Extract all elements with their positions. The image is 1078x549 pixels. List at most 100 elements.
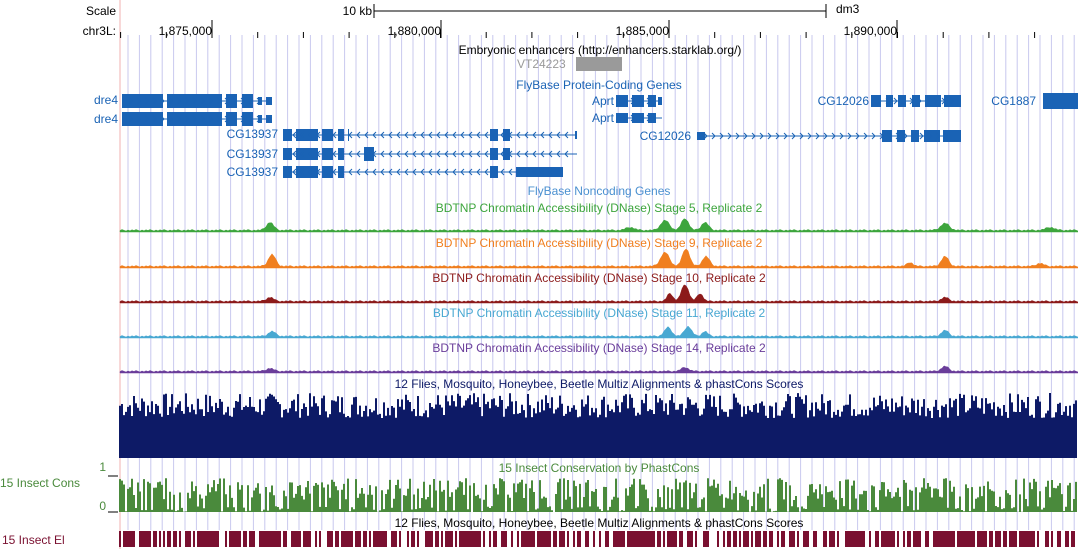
- gene-dre4-strand-arrow: [248, 115, 253, 123]
- enhancer-item-label[interactable]: VT24223: [517, 57, 566, 71]
- gene-cg12026-exon: [925, 95, 941, 107]
- gene-cg13937-exon: [296, 166, 318, 178]
- gene-cg12026-strand-arrow: [703, 132, 708, 140]
- insect-cons-scale-min: 0: [99, 499, 106, 513]
- gene-cg13937-strand-arrow: [412, 131, 417, 139]
- gene-cg13937-strand-arrow: [308, 131, 313, 139]
- gene-cg13937-strand-arrow: [524, 150, 529, 158]
- gene-label-cg12026[interactable]: CG12026: [639, 129, 691, 143]
- gene-cg12026-exon: [697, 132, 705, 140]
- gene-cg13937-exon: [575, 131, 577, 139]
- gene-cg13937-exon: [322, 148, 333, 160]
- gene-cg12026-strand-arrow: [799, 132, 804, 140]
- gene-cg12026-strand-arrow: [933, 97, 938, 105]
- gene-aprt-strand-arrow: [622, 97, 627, 105]
- insect-el-track-title[interactable]: 12 Flies, Mosquito, Honeybee, Beetle Mul…: [394, 516, 804, 530]
- gene-cg13937-strand-arrow: [396, 150, 401, 158]
- gene-dre4-exon: [122, 94, 163, 108]
- gene-cg12026-strand-arrow: [823, 132, 828, 140]
- gene-dre4-strand-arrow: [144, 97, 149, 105]
- gene-cg13937-exon: [503, 129, 510, 141]
- chrom-label: chr3L:: [82, 24, 116, 38]
- gene-dre4-strand-arrow: [192, 97, 197, 105]
- gene-cg12026-exon: [897, 130, 905, 142]
- gene-cg13937-strand-arrow: [476, 131, 481, 139]
- gene-label-cg13937[interactable]: CG13937: [226, 127, 278, 141]
- gene-cg12026-strand-arrow: [719, 132, 724, 140]
- dnase-stage14-title[interactable]: BDTNP Chromatin Accessibility (DNase) St…: [432, 341, 766, 355]
- gene-cg13937-strand-arrow: [532, 150, 537, 158]
- gene-label-cg1887[interactable]: CG1887: [991, 94, 1036, 108]
- gene-cg13937-strand-arrow: [316, 150, 321, 158]
- insect-el-side-label[interactable]: 15 Insect El: [2, 533, 65, 547]
- gene-label-cg13937[interactable]: CG13937: [226, 165, 278, 179]
- gene-dre4-exon: [167, 112, 222, 126]
- protein-coding-track-title[interactable]: FlyBase Protein-Coding Genes: [516, 78, 682, 92]
- gene-dre4-strand-arrow: [128, 97, 133, 105]
- insect-cons-side-label[interactable]: 15 Insect Cons: [0, 476, 81, 490]
- gene-cg12026-exon: [882, 130, 892, 142]
- gene-cg13937-strand-arrow: [316, 131, 321, 139]
- gene-cg12026-strand-arrow: [909, 97, 914, 105]
- gene-cg12026-strand-arrow: [919, 132, 924, 140]
- gene-dre4-strand-arrow: [240, 97, 245, 105]
- dnase-stage11-title[interactable]: BDTNP Chromatin Accessibility (DNase) St…: [432, 306, 766, 320]
- gene-cg12026-strand-arrow: [815, 132, 820, 140]
- gene-aprt-exon: [616, 95, 628, 107]
- gene-cg12026-strand-arrow: [901, 97, 906, 105]
- gene-cg13937-strand-arrow: [460, 131, 465, 139]
- noncoding-track-title[interactable]: FlyBase Noncoding Genes: [527, 184, 671, 198]
- gene-cg13937-strand-arrow: [428, 168, 433, 176]
- gene-cg13937-strand-arrow: [516, 150, 521, 158]
- gene-cg13937-strand-arrow: [396, 168, 401, 176]
- gene-label-aprt[interactable]: Aprt: [591, 94, 614, 108]
- gene-cg13937-strand-arrow: [380, 168, 385, 176]
- gene-cg13937-strand-arrow: [388, 131, 393, 139]
- dnase-stage9-title[interactable]: BDTNP Chromatin Accessibility (DNase) St…: [435, 236, 763, 250]
- gene-cg13937-strand-arrow: [524, 131, 529, 139]
- gene-label-cg13937[interactable]: CG13937: [226, 147, 278, 161]
- gene-label-aprt[interactable]: Aprt: [591, 111, 614, 125]
- gene-cg12026-strand-arrow: [847, 132, 852, 140]
- gene-dre4-strand-arrow: [200, 115, 205, 123]
- dnase-stage9-signal: [119, 248, 1078, 269]
- gene-aprt-strand-arrow: [638, 97, 643, 105]
- multiz-track-title[interactable]: 12 Flies, Mosquito, Honeybee, Beetle Mul…: [394, 377, 804, 391]
- dnase-stage10-title[interactable]: BDTNP Chromatin Accessibility (DNase) St…: [432, 271, 766, 285]
- gene-dre4-strand-arrow: [224, 115, 229, 123]
- gene-label-dre4[interactable]: dre4: [93, 112, 118, 126]
- gene-cg13937-strand-arrow: [292, 150, 297, 158]
- gene-cg13937-strand-arrow: [388, 168, 393, 176]
- gene-aprt-exon: [658, 97, 662, 105]
- gene-cg12026-strand-arrow: [885, 97, 890, 105]
- gene-cg13937-strand-arrow: [340, 131, 345, 139]
- gene-cg12026-strand-arrow: [807, 132, 812, 140]
- dnase-stage5-title[interactable]: BDTNP Chromatin Accessibility (DNase) St…: [435, 201, 763, 215]
- gene-cg13937-strand-arrow: [556, 150, 561, 158]
- dnase-stage14-signal: [119, 365, 1078, 374]
- gene-label-dre4[interactable]: dre4: [93, 93, 118, 107]
- dnase-stage5-signal: [119, 218, 1078, 233]
- gene-cg13937-strand-arrow: [348, 168, 353, 176]
- insect-cons-track-title[interactable]: 15 Insect Conservation by PhastCons: [498, 461, 700, 475]
- gene-cg13937-strand-arrow: [508, 150, 513, 158]
- gene-dre4-strand-arrow: [152, 115, 157, 123]
- gene-dre4-strand-arrow: [240, 115, 245, 123]
- gene-label-cg12026[interactable]: CG12026: [817, 94, 869, 108]
- gene-dre4-strand-arrow: [160, 115, 165, 123]
- gene-cg13937-strand-arrow: [308, 150, 313, 158]
- insect-cons-scale-max: 1: [99, 460, 106, 474]
- gene-dre4-strand-arrow: [232, 115, 237, 123]
- gene-aprt-strand-arrow: [622, 114, 627, 122]
- gene-cg12026-strand-arrow: [879, 132, 884, 140]
- gene-dre4-strand-arrow: [144, 115, 149, 123]
- gene-cg13937-strand-arrow: [476, 168, 481, 176]
- gene-cg13937-strand-arrow: [532, 168, 537, 176]
- gene-dre4-strand-arrow: [128, 115, 133, 123]
- gene-cg13937-strand-arrow: [364, 150, 369, 158]
- enhancers-track-title[interactable]: Embryonic enhancers (http://enhancers.st…: [458, 43, 742, 57]
- gene-dre4-strand-arrow: [152, 97, 157, 105]
- gene-cg13937-exon: [322, 166, 333, 178]
